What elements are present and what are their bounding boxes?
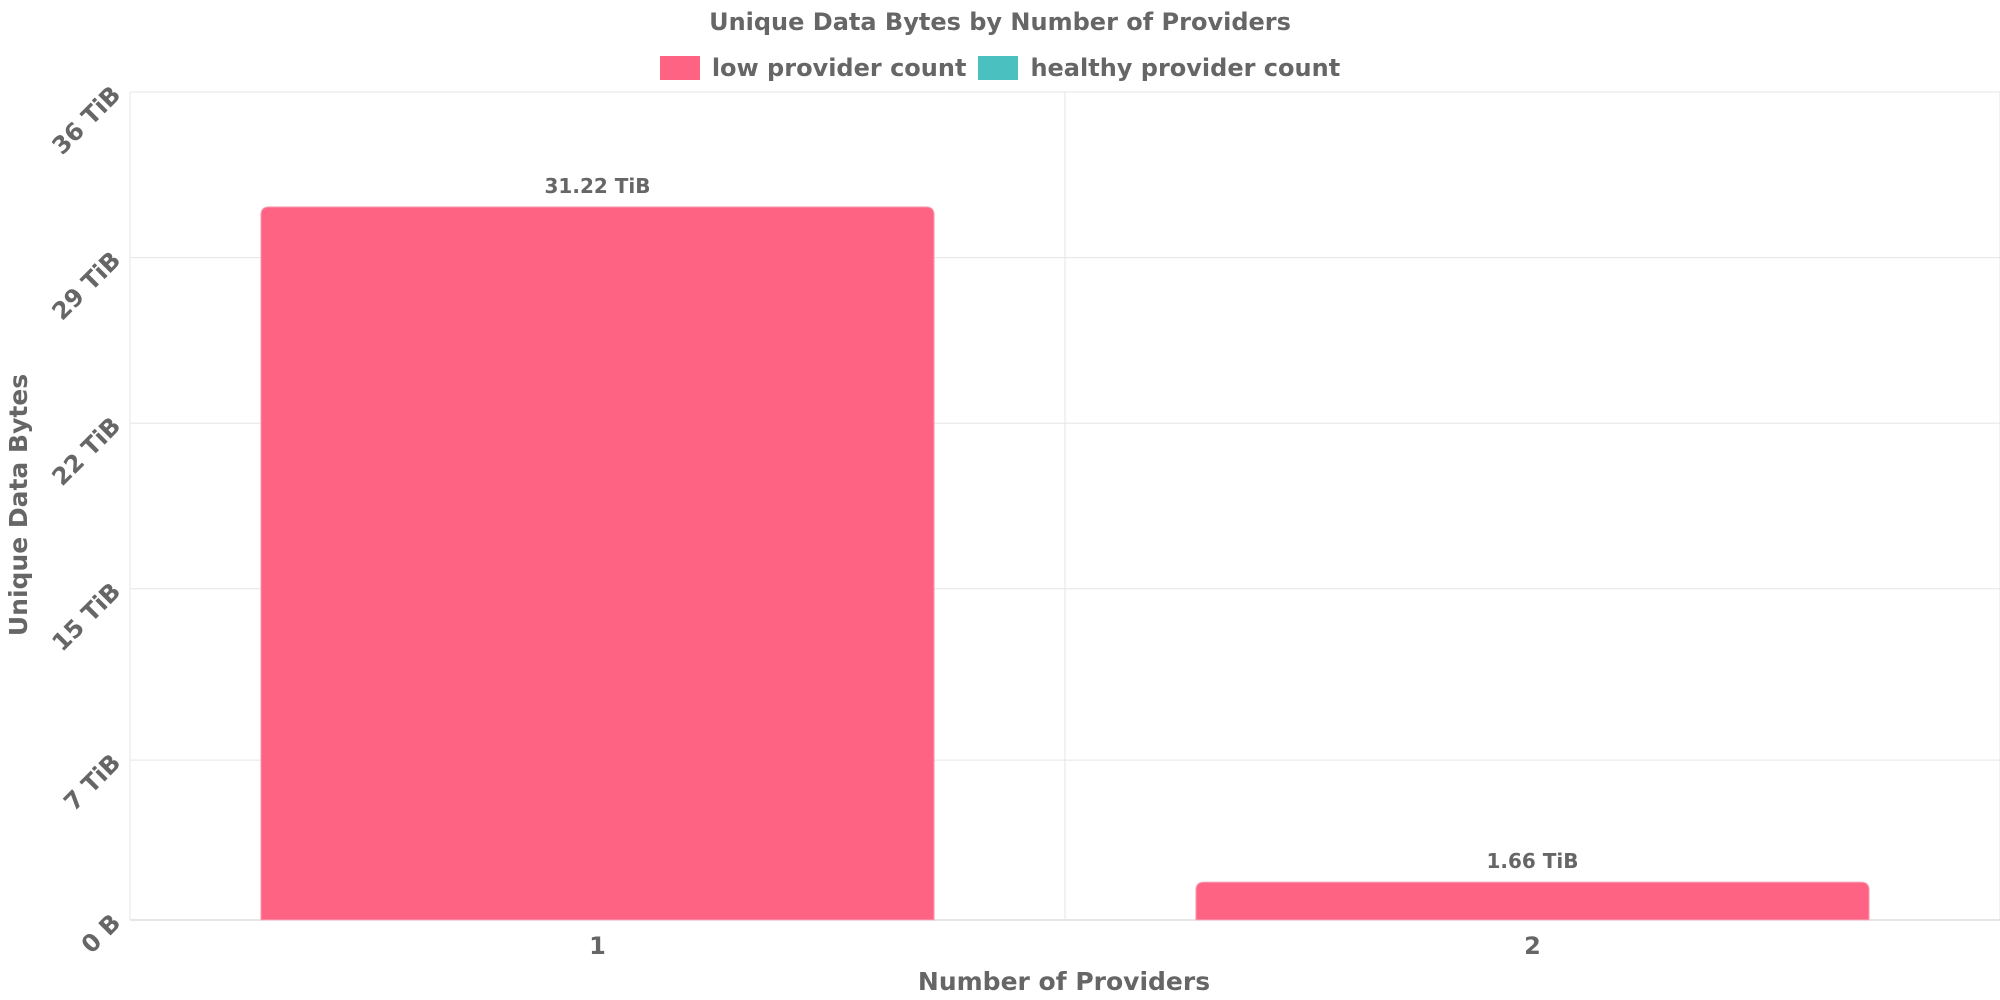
bar-1[interactable] xyxy=(260,206,935,921)
legend-item-low[interactable]: low provider count xyxy=(659,54,967,82)
y-tick-label: 36 TiB xyxy=(47,80,127,160)
y-axis-title: Unique Data Bytes xyxy=(4,374,33,636)
legend: low provider count healthy provider coun… xyxy=(0,54,2000,82)
x-tick-label: 1 xyxy=(589,932,606,960)
legend-swatch-healthy xyxy=(978,56,1019,80)
legend-label-low: low provider count xyxy=(711,54,967,82)
y-tick-label: 15 TiB xyxy=(47,577,127,657)
y-tick-label: 29 TiB xyxy=(47,246,127,326)
bar-value-label: 1.66 TiB xyxy=(1486,849,1578,873)
y-tick-label: 0 B xyxy=(76,908,126,958)
bar-value-label: 31.22 TiB xyxy=(545,174,651,198)
chart-title: Unique Data Bytes by Number of Providers xyxy=(709,8,1291,36)
y-tick-label: 22 TiB xyxy=(47,412,127,492)
bar-2[interactable] xyxy=(1195,881,1870,921)
x-tick-label: 2 xyxy=(1524,932,1541,960)
y-tick-label: 7 TiB xyxy=(58,749,126,817)
x-axis-title: Number of Providers xyxy=(918,967,1210,996)
legend-swatch-low xyxy=(659,56,700,80)
legend-item-healthy[interactable]: healthy provider count xyxy=(978,54,1340,82)
legend-label-healthy: healthy provider count xyxy=(1030,54,1341,82)
